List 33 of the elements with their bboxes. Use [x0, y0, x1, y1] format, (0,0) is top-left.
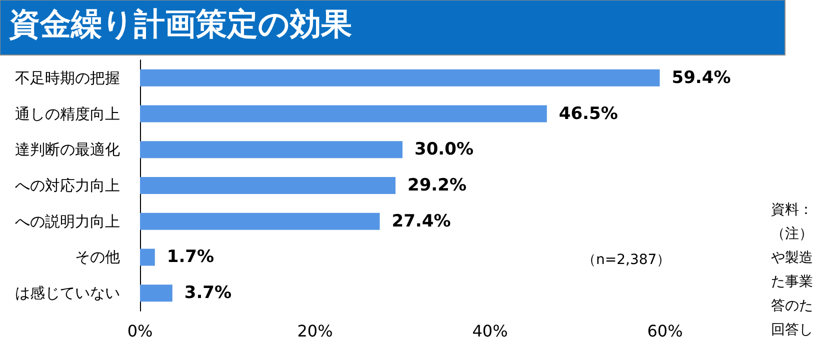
text: （注）: [771, 226, 813, 242]
text: や製造: [771, 250, 813, 266]
data-label: 3.7%: [184, 283, 232, 304]
y-tick-label: への対応力向上: [15, 176, 120, 194]
data-label: 29.2%: [408, 176, 466, 196]
text: 回答し: [771, 322, 813, 338]
annotation: （n=2,387）: [582, 252, 671, 268]
data-label: 46.5%: [558, 104, 618, 124]
y-tick-label: への説明力向上: [15, 212, 120, 230]
x-tick-label: 20%: [297, 322, 333, 340]
bar: [140, 248, 155, 266]
text: 資料：: [771, 202, 813, 218]
y-tick-label: 達判断の最適化: [15, 140, 120, 159]
data-label: 1.7%: [166, 247, 214, 268]
chart-title: 資金繰り計画策定の効果: [8, 6, 352, 42]
bar: [140, 141, 402, 158]
y-tick-label: 不足時期の把握: [15, 68, 120, 87]
text: た事業: [771, 274, 813, 290]
y-tick-label: その他: [75, 248, 120, 266]
y-tick-label: 通しの精度向上: [15, 104, 120, 123]
bar: [140, 69, 660, 86]
bar: [140, 212, 380, 230]
x-tick-label: 0%: [127, 322, 153, 340]
x-tick-label: 40%: [472, 322, 508, 340]
y-tick-label: は感じていない: [15, 284, 120, 302]
data-label: 27.4%: [392, 211, 451, 232]
text: 答のた: [771, 298, 813, 314]
bar: [140, 284, 172, 302]
bar: [140, 105, 547, 122]
data-label: 30.0%: [414, 140, 474, 160]
data-label: 59.4%: [672, 68, 731, 88]
bar: [140, 177, 396, 194]
x-tick-label: 60%: [647, 322, 683, 340]
